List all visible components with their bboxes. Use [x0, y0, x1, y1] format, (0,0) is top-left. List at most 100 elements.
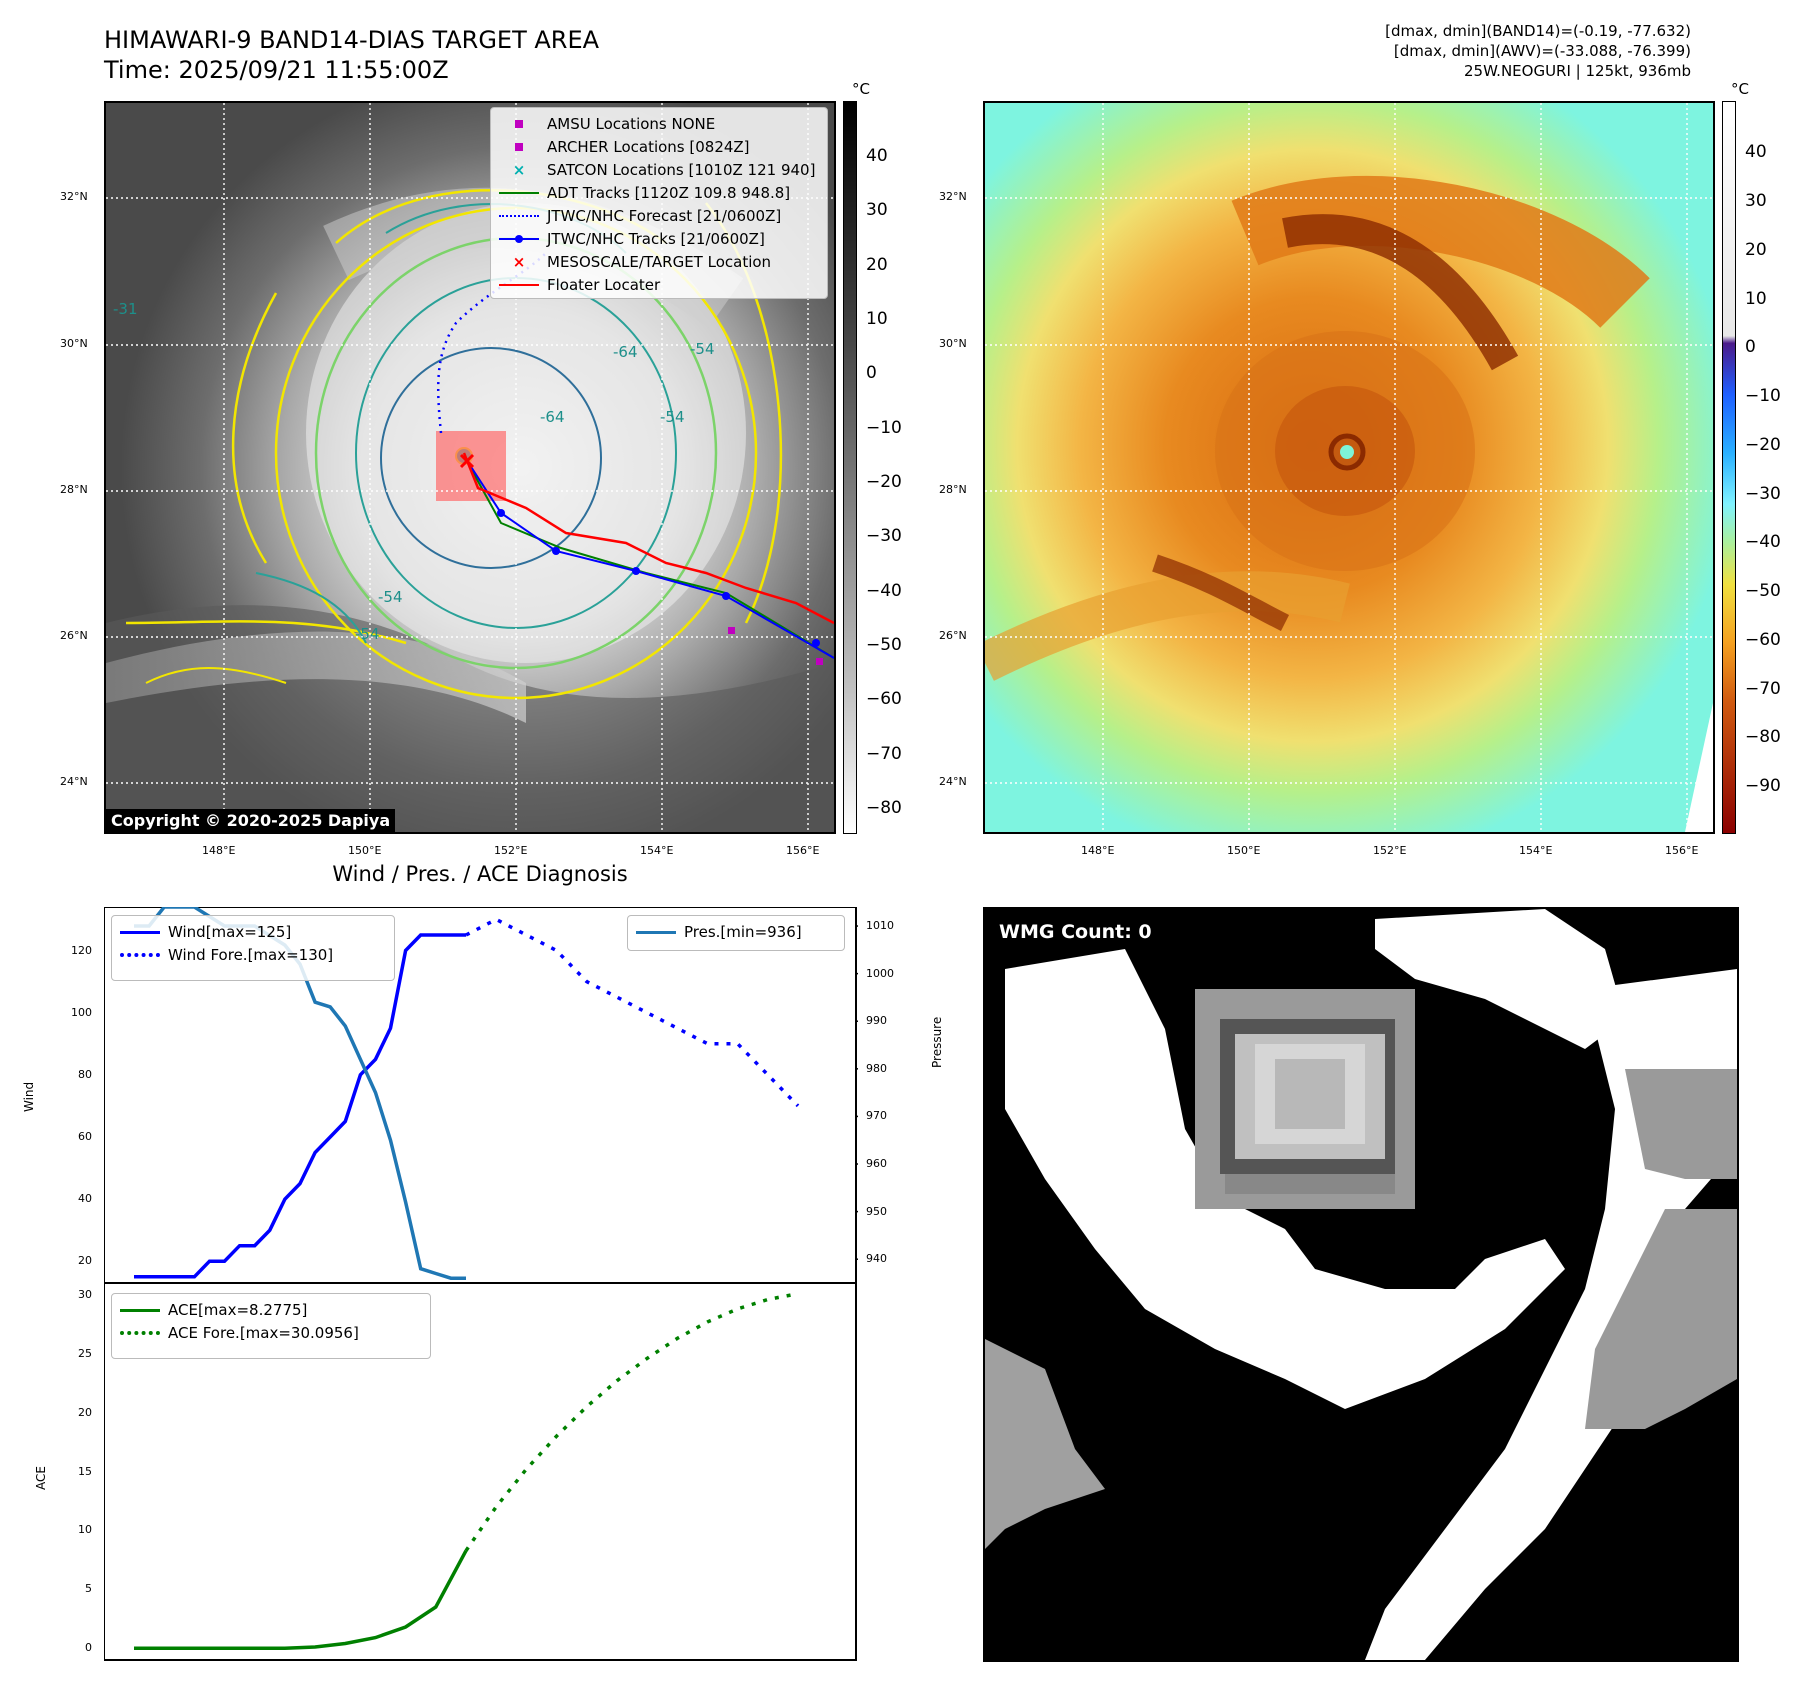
wmg-core — [1195, 989, 1415, 1209]
lon-label: 152°E — [494, 844, 528, 857]
colorbar-tick: 0 — [1745, 337, 1756, 357]
lon-label: 154°E — [1519, 844, 1553, 857]
line-dot-icon — [499, 229, 539, 249]
awv-colorbar-unit: °C — [1731, 80, 1749, 98]
dotted-line-icon — [499, 206, 539, 226]
legend-item-floater: Floater Locater — [499, 273, 819, 296]
ace-legend: ACE[max=8.2775] ACE Fore.[max=30.0956] — [111, 1293, 431, 1359]
colorbar-tick: −90 — [1745, 776, 1781, 796]
lat-label: 32°N — [60, 190, 88, 203]
ir-colorbar — [843, 101, 857, 834]
figure-title: HIMAWARI-9 BAND14-DIAS TARGET AREA — [104, 26, 600, 54]
contour-label: -64 — [613, 343, 638, 361]
legend-item-jtwc-forecast: JTWC/NHC Forecast [21/0600Z] — [499, 204, 819, 227]
legend-item-adt: ADT Tracks [1120Z 109.8 948.8] — [499, 181, 819, 204]
line-marker-icon — [120, 922, 160, 942]
wind-tick-label: 100 — [71, 1005, 92, 1019]
pressure-tick-label: 970 — [866, 1109, 887, 1123]
legend-item-wind: Wind[max=125] — [120, 920, 386, 943]
lon-label: 156°E — [786, 844, 820, 857]
colorbar-tick: −20 — [1745, 435, 1781, 455]
legend-item-wind-forecast: Wind Fore.[max=130] — [120, 943, 386, 966]
lat-label: 28°N — [939, 483, 967, 496]
colorbar-tick: −10 — [1745, 386, 1781, 406]
pressure-axis-label: Pressure — [930, 1016, 944, 1068]
line-marker-icon — [499, 183, 539, 203]
x-marker-icon: × — [512, 252, 526, 271]
contour-label: -54 — [660, 408, 685, 426]
line-marker-icon — [636, 922, 676, 942]
colorbar-tick: −10 — [866, 418, 902, 438]
lat-label: 28°N — [60, 483, 88, 496]
ir-map-image — [106, 103, 834, 832]
wind-forecast-series-line — [465, 917, 800, 1108]
wmg-count-label: WMG Count: 0 — [993, 918, 1158, 946]
wind-tick-label: 120 — [71, 943, 92, 957]
contour-label: -64 — [540, 408, 565, 426]
lon-label: 152°E — [1373, 844, 1407, 857]
colorbar-tick: −40 — [866, 581, 902, 601]
lat-label: 24°N — [939, 775, 967, 788]
colorbar-tick: −20 — [866, 472, 902, 492]
legend-item-satcon: × SATCON Locations [1010Z 121 940] — [499, 158, 819, 181]
ir-legend: AMSU Locations NONE ARCHER Locations [08… — [490, 107, 828, 299]
ace-tick-label: 25 — [78, 1346, 92, 1360]
lon-label: 150°E — [1227, 844, 1261, 857]
colorbar-tick: −30 — [866, 526, 902, 546]
ace-tick-label: 10 — [78, 1523, 92, 1537]
lon-label: 154°E — [640, 844, 674, 857]
line-marker-icon — [120, 1300, 160, 1320]
contour-label: -54 — [355, 625, 380, 643]
storm-info: 25W.NEOGURI | 125kt, 936mb — [1463, 62, 1691, 80]
lat-label: 30°N — [939, 337, 967, 350]
colorbar-tick: −50 — [1745, 581, 1781, 601]
wind-tick-label: 20 — [78, 1254, 92, 1268]
wmg-panel — [983, 907, 1739, 1662]
ace-tick-label: 15 — [78, 1464, 92, 1478]
lon-label: 148°E — [1081, 844, 1115, 857]
wind-tick-label: 60 — [78, 1129, 92, 1143]
lon-label: 156°E — [1665, 844, 1699, 857]
colorbar-tick: −60 — [866, 689, 902, 709]
colorbar-tick: 20 — [866, 255, 888, 275]
lon-label: 150°E — [348, 844, 382, 857]
ir-colorbar-unit: °C — [852, 80, 870, 98]
ace-tick-label: 20 — [78, 1405, 92, 1419]
ace-tick-label: 30 — [78, 1287, 92, 1301]
lat-label: 30°N — [60, 337, 88, 350]
lat-label: 26°N — [60, 629, 88, 642]
awv-map-panel — [983, 101, 1715, 834]
pressure-legend: Pres.[min=936] — [627, 915, 845, 951]
lon-label: 148°E — [202, 844, 236, 857]
legend-item-jtwc-tracks: JTWC/NHC Tracks [21/0600Z] — [499, 227, 819, 250]
dotted-line-icon — [120, 1323, 160, 1343]
pressure-tick-label: 990 — [866, 1014, 887, 1028]
legend-item-ace: ACE[max=8.2775] — [120, 1298, 422, 1321]
pressure-tick-label: 960 — [866, 1157, 887, 1170]
colorbar-tick: −70 — [866, 744, 902, 764]
colorbar-tick: 40 — [866, 146, 888, 166]
colorbar-tick: 0 — [866, 363, 877, 383]
lat-label: 26°N — [939, 629, 967, 642]
ir-map-panel — [104, 101, 836, 834]
colorbar-tick: 10 — [1745, 289, 1767, 309]
colorbar-tick: 40 — [1745, 142, 1767, 162]
contour-label: -54 — [690, 340, 715, 358]
colorbar-tick: 30 — [1745, 191, 1767, 211]
lat-label: 24°N — [60, 775, 88, 788]
colorbar-tick: −70 — [1745, 679, 1781, 699]
band14-range: [dmax, dmin](BAND14)=(-0.19, -77.632) — [1385, 22, 1691, 40]
colorbar-tick: 20 — [1745, 240, 1767, 260]
colorbar-tick: 10 — [866, 309, 888, 329]
ace-forecast-series-line — [464, 1291, 799, 1552]
colorbar-tick: −50 — [866, 635, 902, 655]
copyright-label: Copyright © 2020-2025 Dapiya — [106, 809, 396, 832]
contour-label: -54 — [378, 588, 403, 606]
colorbar-tick: −80 — [866, 798, 902, 818]
pressure-tick-label: 1000 — [866, 966, 894, 980]
pressure-tick-label: 940 — [866, 1252, 887, 1266]
contour-label: -31 — [113, 300, 138, 318]
colorbar-tick: −80 — [1745, 727, 1781, 747]
square-marker-icon — [499, 137, 539, 157]
legend-item-amsu: AMSU Locations NONE — [499, 112, 819, 135]
